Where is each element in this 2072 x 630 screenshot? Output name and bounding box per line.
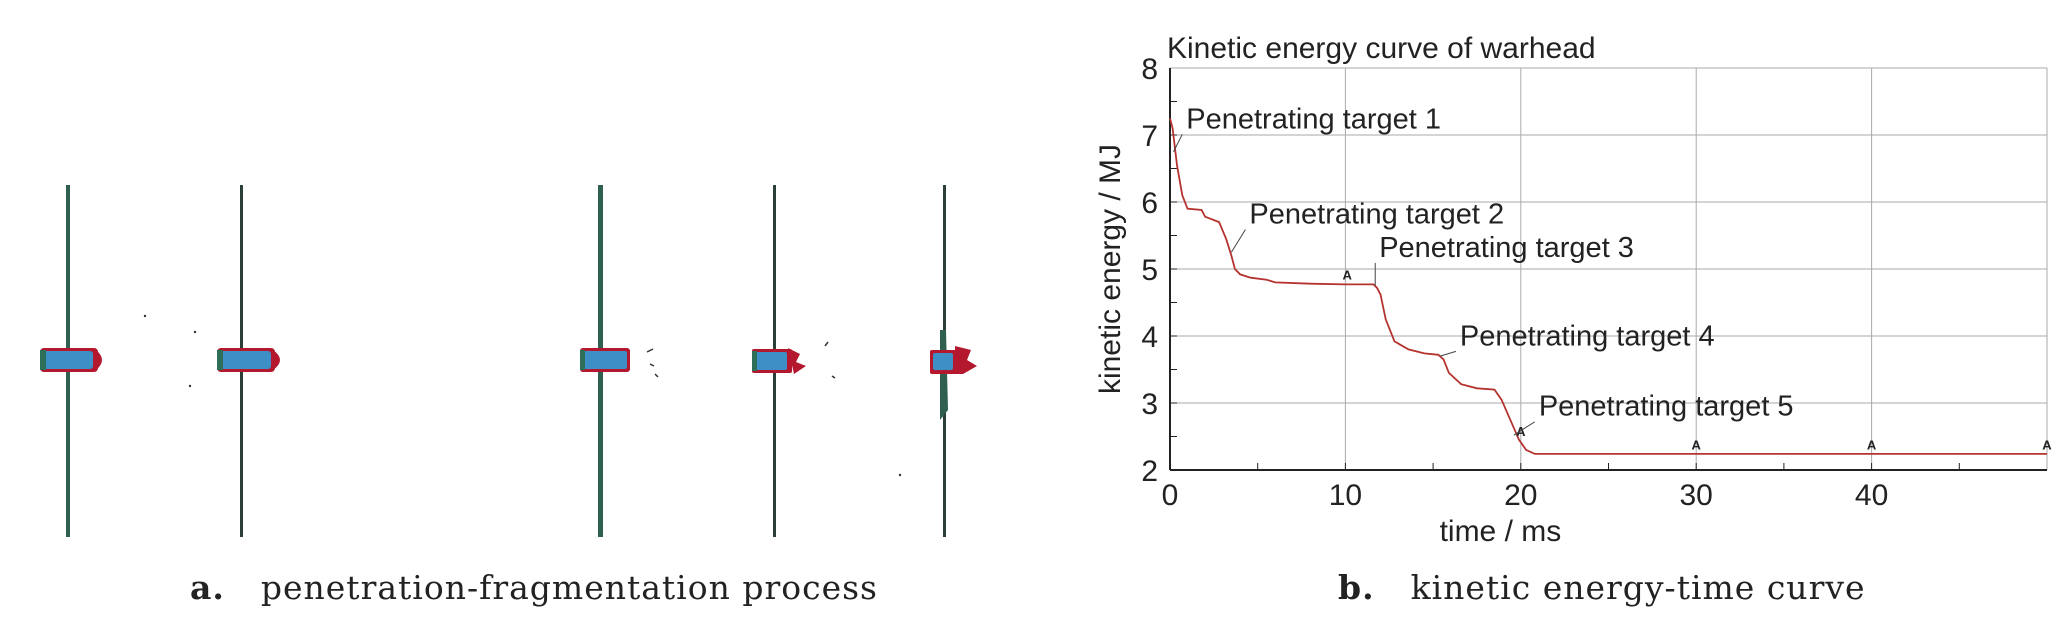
point-markers: A A A A A — [1342, 268, 2052, 453]
projectile-nose — [96, 350, 102, 370]
penetration-fragmentation-image — [40, 185, 977, 537]
projectile-body — [43, 351, 93, 369]
fragment — [188, 384, 192, 388]
fragment — [143, 314, 147, 318]
annotation-label: Penetrating target 5 — [1539, 391, 1794, 423]
fragment — [654, 373, 659, 378]
annotations: Penetrating target 1 Penetrating target 2… — [1173, 103, 1794, 436]
caption-b: b. kinetic energy-time curve — [1338, 568, 1866, 607]
projectile-body — [933, 353, 953, 370]
y-tick-label: 8 — [1141, 53, 1158, 86]
point-marker-label: A — [1692, 437, 1702, 452]
fragment — [898, 473, 902, 477]
point-marker-label: A — [2042, 437, 2052, 452]
axes — [1169, 68, 2047, 471]
y-tick-label: 5 — [1141, 254, 1158, 287]
y-tick-label: 2 — [1141, 455, 1158, 488]
point-marker-label: A — [1867, 437, 1877, 452]
y-tick-label: 3 — [1141, 388, 1158, 421]
projectile-body — [755, 352, 787, 370]
projectile-body — [583, 351, 627, 369]
fragment — [649, 363, 655, 367]
projectile-debris — [788, 348, 806, 374]
projectile-tail — [752, 351, 757, 371]
y-axis-label: kinetic energy / MJ — [1094, 144, 1127, 394]
annotation-leader — [1230, 229, 1246, 253]
annotation-label: Penetrating target 2 — [1249, 198, 1504, 230]
fragment — [646, 348, 654, 353]
y-tick-label: 6 — [1141, 187, 1158, 220]
annotation-leader — [1439, 350, 1457, 357]
x-tick-label: 20 — [1504, 479, 1537, 512]
fragment — [824, 341, 829, 347]
x-tick-label: 10 — [1329, 479, 1362, 512]
caption-a: a. penetration-fragmentation process — [190, 568, 878, 607]
projectile-nose — [273, 350, 280, 370]
y-tick-label: 7 — [1141, 120, 1158, 153]
projectile-tail — [580, 350, 585, 370]
annotation-label: Penetrating target 1 — [1186, 103, 1441, 135]
annotation-label: Penetrating target 4 — [1460, 320, 1715, 352]
caption-a-text: penetration-fragmentation process — [260, 568, 878, 607]
annotation-label: Penetrating target 3 — [1379, 232, 1634, 264]
x-axis-label: time / ms — [1440, 515, 1562, 548]
x-tick-label: 40 — [1855, 479, 1888, 512]
projectile-body — [220, 351, 271, 369]
y-tick-label: 4 — [1141, 321, 1158, 354]
kinetic-energy-chart: 2 3 4 5 6 7 8 0 10 20 30 40 A A A A A Penetrating targe… — [1094, 32, 2052, 548]
caption-b-text: kinetic energy-time curve — [1410, 568, 1866, 607]
caption-a-letter: a. — [190, 568, 225, 607]
point-marker-label: A — [1342, 268, 1352, 283]
projectile-tail — [217, 350, 223, 370]
annotation-leader — [1513, 421, 1536, 436]
projectile-debris — [955, 346, 977, 374]
annotation-leader — [1173, 134, 1183, 152]
fragment — [193, 330, 197, 334]
tick-labels: 2 3 4 5 6 7 8 0 10 20 30 40 — [1141, 53, 1888, 512]
fragment — [831, 375, 836, 379]
x-tick-label: 30 — [1680, 479, 1713, 512]
projectile-tail — [40, 350, 46, 370]
plate-deformation — [940, 330, 948, 420]
caption-b-letter: b. — [1338, 568, 1375, 607]
point-marker-label: A — [1516, 424, 1526, 439]
simulation-frame-1 — [40, 185, 280, 537]
simulation-frame-2 — [580, 185, 977, 537]
chart-title: Kinetic energy curve of warhead — [1167, 32, 1596, 65]
x-tick-label: 0 — [1162, 479, 1179, 512]
